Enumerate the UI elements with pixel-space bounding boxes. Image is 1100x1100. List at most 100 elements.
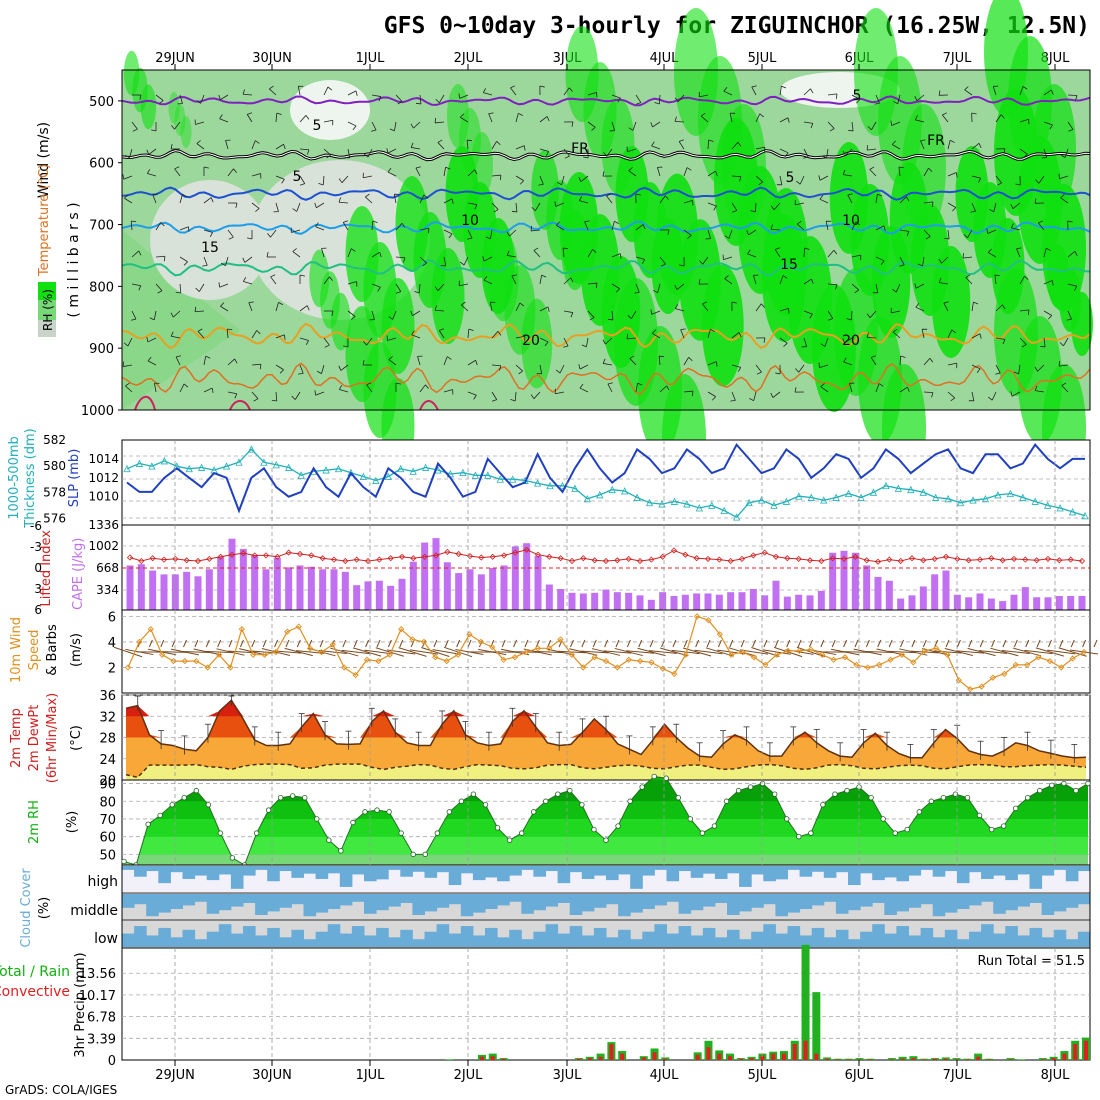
- wind-barb: [731, 364, 741, 368]
- thickness-point: [820, 496, 828, 504]
- wind-barb: [533, 250, 541, 258]
- rh-point: [832, 791, 838, 797]
- rh-point: [157, 812, 163, 819]
- wind-barb: [683, 229, 692, 236]
- precip-convective-bar: [760, 1055, 765, 1060]
- cape-bar: [704, 593, 712, 610]
- wind-barb: [964, 89, 973, 96]
- cape-bar: [965, 597, 973, 610]
- wind-barb: [341, 175, 349, 183]
- wind-barb: [491, 391, 498, 400]
- wind10-point: [215, 651, 223, 658]
- thickness-point: [907, 485, 915, 494]
- li-point: [489, 553, 496, 560]
- wind-barb: [731, 332, 740, 339]
- wind-barb: [179, 194, 183, 204]
- cloud-low-bar: [823, 937, 837, 947]
- cloud-high-bar: [122, 866, 135, 870]
- cloud-low-bar: [654, 924, 667, 947]
- wind10-point: [705, 617, 712, 624]
- rh-tick-label: 50: [99, 848, 116, 863]
- wind-barb: [943, 302, 949, 312]
- cape-top-tick: 1336: [88, 518, 119, 532]
- thickness-point: [994, 491, 1002, 499]
- wind-barb: [899, 196, 907, 204]
- cape-bar: [840, 550, 848, 610]
- wind-barb: [1011, 227, 1021, 231]
- wind-barb: [803, 247, 806, 258]
- cloud-low-bar: [1017, 935, 1030, 947]
- wind-barb: [392, 310, 397, 320]
- cloud-middle-bar: [339, 894, 353, 906]
- cloud-middle-bar: [739, 894, 752, 912]
- wind-barb: [947, 172, 957, 177]
- wind10-point: [967, 686, 974, 693]
- cape-bar: [341, 571, 349, 610]
- wind-barb: [395, 94, 403, 102]
- wind-barb: [803, 88, 811, 96]
- wind-barb: [443, 356, 448, 366]
- wind-barb: [971, 391, 975, 401]
- cloud-low-bar: [872, 924, 885, 947]
- rh-point: [494, 825, 501, 831]
- cloud-low-bar: [472, 935, 486, 947]
- wind10-barb: [773, 646, 803, 658]
- wind10-point: [932, 645, 940, 652]
- cloud-middle-bar: [509, 894, 522, 902]
- cape-bar: [545, 584, 553, 610]
- precip-total-bar: [855, 1058, 864, 1060]
- wind-barb: [629, 358, 637, 366]
- cloud-middle-bar: [823, 894, 837, 902]
- cloud-high-bar: [182, 866, 196, 879]
- wind10-point: [261, 651, 268, 658]
- wind-barb: [851, 221, 857, 231]
- cloud-middle-bar: [497, 894, 510, 906]
- wind-barb: [130, 220, 133, 231]
- cloud-low-bar: [315, 931, 329, 947]
- wind10-tick-label: 2: [108, 661, 116, 676]
- thickness-point: [359, 472, 368, 481]
- cloud-high-bar: [1077, 866, 1091, 872]
- cape-bar: [851, 552, 859, 610]
- wind-barb: [586, 337, 589, 347]
- wind-barb: [1038, 175, 1045, 184]
- wind-barb: [459, 283, 469, 287]
- wind-barb: [923, 168, 929, 177]
- cloud-high-bar: [303, 866, 317, 874]
- cape-bar: [976, 593, 984, 610]
- cloud-middle-bar: [388, 894, 401, 907]
- wind-barb: [439, 94, 445, 103]
- top-date-label: 2JUL: [454, 51, 484, 66]
- wind-barb: [796, 223, 805, 231]
- precip-total-bar: [1017, 1059, 1026, 1060]
- cloud-low-bar: [835, 929, 849, 947]
- wind10-barb: [956, 650, 985, 654]
- cloud-high-bar: [727, 866, 740, 874]
- rh-point: [988, 826, 995, 833]
- wind-barb: [1016, 248, 1021, 258]
- cloud-low-bar: [339, 933, 353, 947]
- thickness-point: [1006, 489, 1014, 498]
- cloud-high-bar: [872, 866, 885, 881]
- thickness-point: [260, 458, 268, 466]
- cape-bar: [183, 571, 191, 610]
- wind-barb: [731, 202, 738, 211]
- wind-barb: [724, 278, 733, 285]
- cloud-low-bar: [908, 935, 922, 947]
- thickness-point: [1081, 511, 1089, 520]
- wind10-point: [341, 664, 348, 671]
- wind-barb: [819, 198, 829, 204]
- wind-barb: [347, 281, 357, 285]
- thickness-point: [397, 464, 405, 473]
- cape-bar: [727, 592, 735, 610]
- wind-barb: [275, 334, 285, 339]
- wind-barb: [515, 113, 519, 123]
- rh-point: [1037, 787, 1043, 794]
- cape-bar: [1033, 597, 1041, 610]
- cloud-low-bar: [714, 937, 728, 947]
- slp-ylabel-a: 1000-500mb: [7, 436, 22, 520]
- rh-tick-label: 90: [99, 778, 116, 793]
- wind-barb: [803, 310, 813, 315]
- cloud-middle-bar: [1029, 894, 1043, 903]
